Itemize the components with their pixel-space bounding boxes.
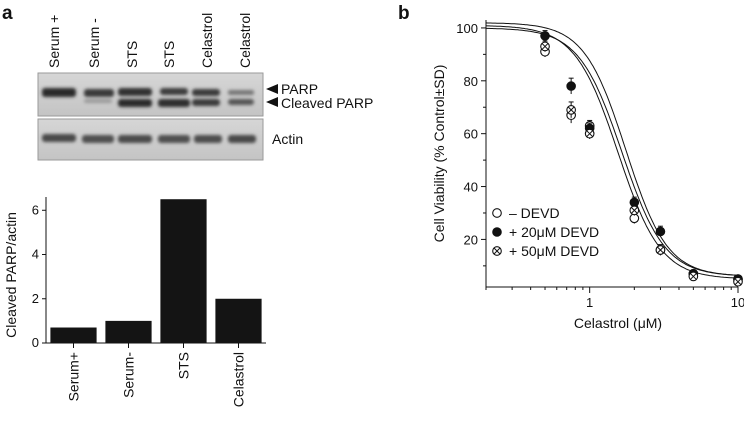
data-point (540, 31, 550, 41)
lane-label: Serum - (86, 18, 102, 68)
cleaved-parp-arrow-icon (266, 97, 278, 107)
y-tick-label: 40 (464, 180, 478, 195)
lane-label: Celastrol (199, 13, 215, 68)
data-point (566, 81, 576, 91)
x-tick-label: 1 (586, 295, 593, 310)
dose-response-chart: 20 40 60 80 100 1 10 Celastrol (μM) Cell Viabili… (431, 20, 744, 331)
data-point-cross (734, 278, 742, 286)
category-label: Celastrol (231, 352, 247, 407)
lane-label: Celastrol (237, 13, 253, 68)
lane-label: STS (124, 41, 140, 68)
y-tick-label: 6 (32, 202, 39, 217)
category-label: Serum+ (66, 352, 82, 401)
data-point-cross (689, 273, 697, 280)
data-point-cross (630, 206, 638, 214)
y-tick-label: 80 (464, 74, 478, 89)
bar-chart: 0 2 4 6 Cleaved PARP/actin Serum+ Serum- STS Cel… (3, 197, 266, 407)
y-tick-label: 100 (456, 21, 478, 36)
legend-label: + 50μM DEVD (509, 243, 599, 259)
legend-label: – DEVD (509, 205, 560, 221)
legend-marker (492, 227, 502, 237)
western-blot-actin (37, 118, 264, 161)
y-axis-label: Cell Viability (% Control±SD) (431, 65, 447, 243)
lane-label: Serum + (46, 15, 62, 68)
data-point-cross (586, 130, 594, 138)
cleaved-parp-label: Cleaved PARP (281, 95, 373, 111)
y-tick-label: 60 (464, 127, 478, 142)
actin-label: Actin (272, 131, 303, 147)
lane-labels: Serum + Serum - STS STS Celastrol Celast… (46, 13, 253, 68)
category-label: Serum- (121, 352, 137, 398)
data-point-cross (567, 106, 575, 114)
y-tick-label: 0 (32, 335, 39, 350)
bar (160, 199, 207, 343)
legend-marker (492, 208, 502, 218)
legend-label: + 20μM DEVD (509, 224, 599, 240)
western-blot-parp (37, 72, 264, 117)
bar (105, 320, 152, 343)
fit-curve (485, 25, 738, 279)
bar (215, 298, 262, 343)
fit-curve (486, 27, 739, 276)
lane-label: STS (161, 41, 177, 68)
y-tick-label: 2 (32, 291, 39, 306)
panel-b-letter: b (398, 3, 410, 24)
y-tick-label: 4 (32, 247, 39, 262)
band-annotations: PARP Cleaved PARP Actin (266, 81, 373, 147)
panel-a-letter: a (2, 3, 13, 24)
data-point-cross (657, 246, 664, 254)
data-point-cross (541, 43, 549, 50)
x-axis-label: Celastrol (μM) (574, 315, 662, 331)
data-point (655, 226, 666, 237)
y-tick-label: 20 (464, 232, 478, 247)
legend-marker-cross (493, 247, 501, 255)
bar (50, 327, 97, 343)
parp-arrow-icon (266, 84, 278, 94)
y-axis-label: Cleaved PARP/actin (3, 212, 19, 338)
category-label: STS (176, 352, 192, 379)
parp-label: PARP (281, 81, 318, 97)
fit-curve (485, 22, 739, 276)
x-tick-label: 10 (731, 295, 744, 310)
